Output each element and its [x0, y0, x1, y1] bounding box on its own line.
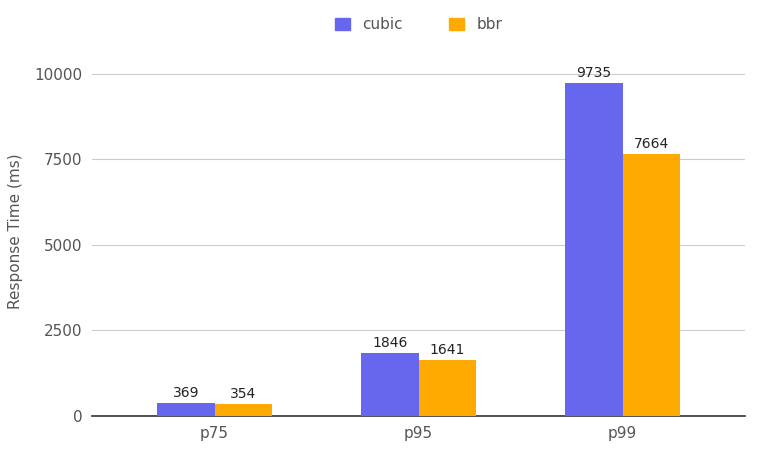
Bar [157, 403, 214, 416]
Text: 7664: 7664 [634, 137, 669, 151]
Bar [214, 404, 272, 416]
Text: 1641: 1641 [429, 343, 465, 357]
Bar [419, 359, 475, 416]
Text: 9735: 9735 [577, 66, 611, 80]
Text: 1846: 1846 [372, 336, 408, 350]
Legend: cubic, bbr: cubic, bbr [327, 10, 510, 40]
Y-axis label: Response Time (ms): Response Time (ms) [8, 153, 23, 309]
Bar [623, 153, 680, 416]
Bar [565, 83, 623, 416]
Text: 354: 354 [230, 387, 257, 401]
Text: 369: 369 [173, 386, 199, 401]
Bar [362, 353, 419, 416]
